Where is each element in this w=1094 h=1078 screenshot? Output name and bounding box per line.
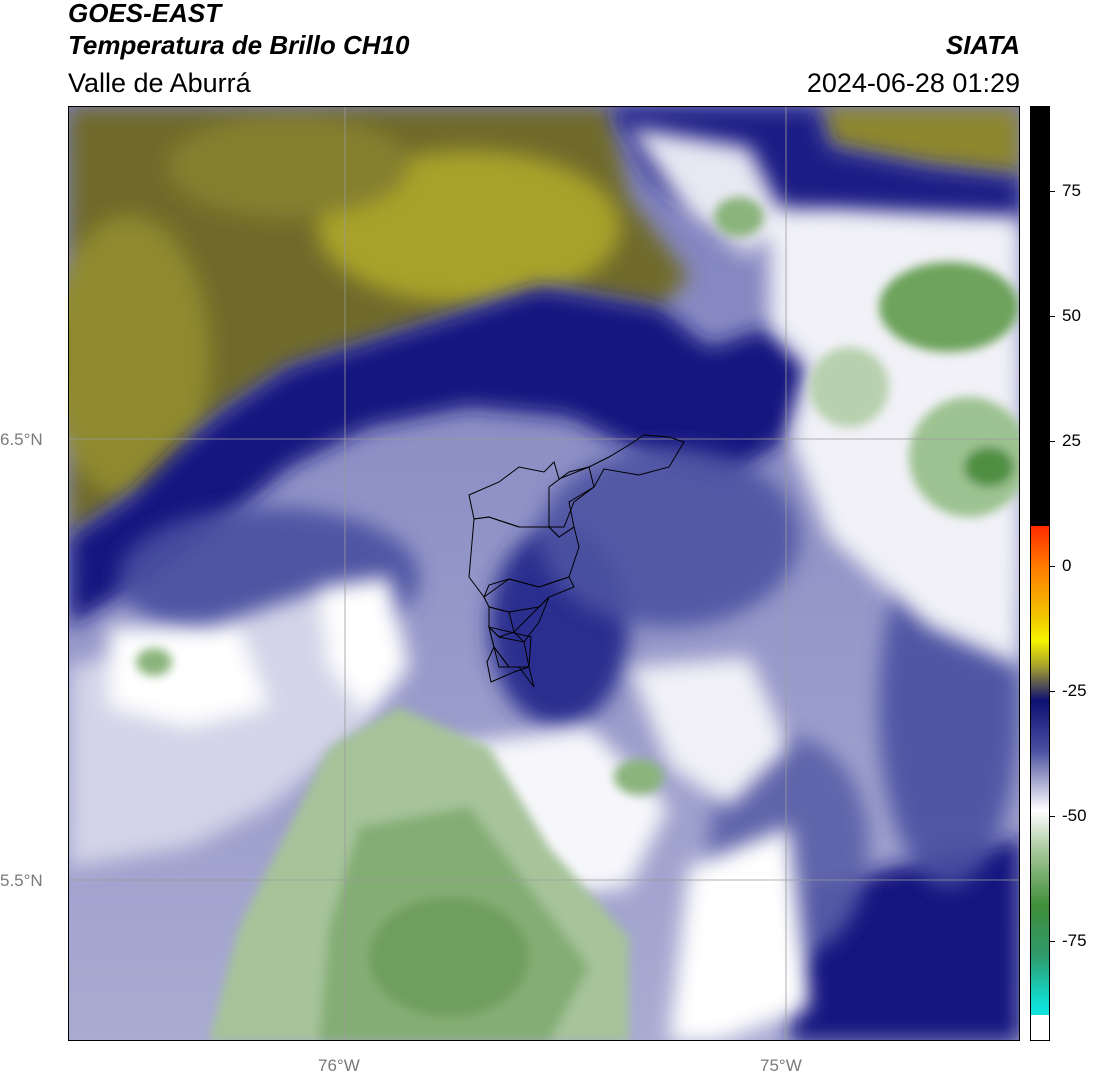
datetime-label: 2024-06-28 01:29 (806, 68, 1020, 98)
boundary-la-estrella (493, 646, 535, 688)
boundary-caldas (486, 626, 532, 683)
colorbar-tick-mark (1050, 316, 1055, 317)
colorbar-tick-label: -75 (1062, 931, 1087, 950)
colorbar-tick-mark (1050, 691, 1055, 692)
agency-label: SIATA (945, 30, 1020, 60)
warm-region-northwest (69, 107, 689, 537)
satellite-title: GOES-EAST (68, 0, 222, 28)
colorbar-tick-mark (1050, 441, 1055, 442)
colorbar-tick-mark (1050, 816, 1055, 817)
colorbar-tick-label: -50 (1062, 806, 1087, 825)
municipal-boundaries (468, 434, 685, 688)
colorbar-tick-mark (1050, 191, 1055, 192)
colorbar-tick-label: 75 (1062, 181, 1081, 200)
lon-label-75W: 75°W (760, 1056, 802, 1075)
colorbar-tick-label: 50 (1062, 306, 1081, 325)
colorbar-tick-label: 25 (1062, 431, 1081, 450)
colorbar-tick-label: 0 (1062, 556, 1072, 575)
boundary-envigado (513, 596, 550, 643)
green-zones (136, 197, 1019, 1040)
warm-region-northeast (819, 107, 1019, 177)
brightness-temperature-map (68, 106, 1020, 1041)
map-canvas (69, 107, 1019, 1040)
boundary-itagui (488, 606, 515, 638)
colorbar (1030, 106, 1050, 1041)
colorbar-tick-label: -25 (1062, 681, 1087, 700)
lat-label-6-5N: 6.5°N (0, 430, 43, 449)
colorbar-tick-mark (1050, 566, 1055, 567)
lat-label-5-5N: 5.5°N (0, 871, 43, 890)
gridlines (69, 107, 1019, 1040)
boundary-medellin-north (468, 516, 580, 598)
lon-label-76W: 76°W (318, 1056, 360, 1075)
product-title: Temperatura de Brillo CH10 (68, 30, 410, 60)
region-label: Valle de Aburrá (68, 68, 251, 98)
boundary-girardota (548, 466, 595, 528)
colorbar-tick-mark (1050, 941, 1055, 942)
